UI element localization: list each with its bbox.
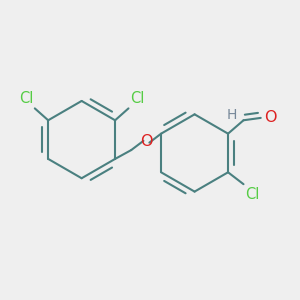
Text: Cl: Cl (19, 91, 33, 106)
Text: O: O (264, 110, 277, 125)
Text: O: O (140, 134, 153, 149)
Text: H: H (226, 108, 237, 122)
Text: Cl: Cl (130, 91, 144, 106)
Text: Cl: Cl (245, 187, 260, 202)
